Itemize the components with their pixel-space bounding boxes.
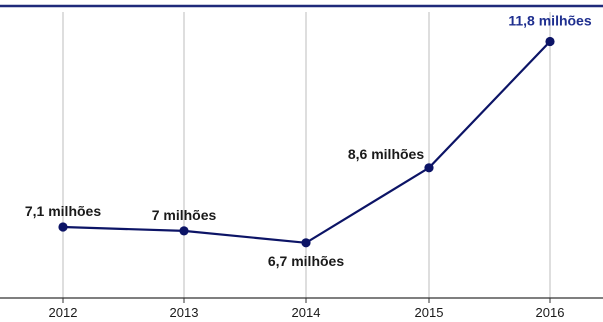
data-label-2013: 7 milhões — [152, 207, 217, 223]
data-point-2014 — [301, 238, 311, 248]
data-point-2015 — [424, 163, 434, 173]
x-axis-ticks: 2012 2013 2014 2015 2016 — [49, 298, 565, 320]
data-point-2013 — [179, 226, 189, 236]
data-point-2012 — [58, 222, 68, 232]
x-tick-label-2013: 2013 — [170, 305, 199, 320]
x-tick-label-2016: 2016 — [536, 305, 565, 320]
data-points — [58, 36, 555, 248]
x-tick-label-2012: 2012 — [49, 305, 78, 320]
data-labels: 7,1 milhões 7 milhões 6,7 milhões 8,6 milhõ… — [25, 13, 592, 269]
data-label-2012: 7,1 milhões — [25, 203, 101, 219]
x-tick-label-2015: 2015 — [415, 305, 444, 320]
data-label-2015: 8,6 milhões — [348, 146, 424, 162]
vertical-gridlines — [62, 12, 551, 298]
data-point-2016 — [545, 36, 555, 47]
data-label-2016: 11,8 milhões — [508, 13, 591, 29]
x-tick-label-2014: 2014 — [292, 305, 321, 320]
data-label-2014: 6,7 milhões — [268, 253, 344, 269]
